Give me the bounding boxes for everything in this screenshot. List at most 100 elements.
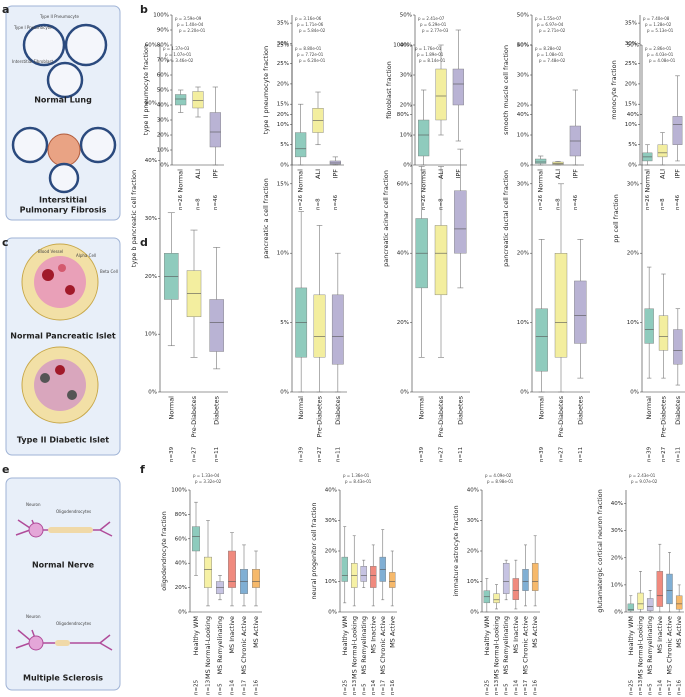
n-label: n=8 <box>316 198 322 210</box>
y-tick-label: 10% <box>277 122 289 128</box>
y-tick-label: 0% <box>178 610 187 616</box>
nerve-drawing <box>15 519 113 651</box>
x-tick-label: IPF <box>674 169 682 179</box>
x-tick-label: Diabetes <box>674 395 682 424</box>
y-tick-label: 60% <box>157 73 169 79</box>
y-tick-label: 15% <box>277 102 289 108</box>
x-tick-label: IPF <box>454 169 462 179</box>
p-value: p = 2.71e-02 <box>539 28 566 33</box>
y-tick-label: 20% <box>145 274 157 280</box>
y-tick-label: 20% <box>467 549 479 555</box>
y-tick-label: 80% <box>397 112 409 118</box>
panel-letter: c <box>2 236 9 249</box>
y-tick-label: 20% <box>157 133 169 139</box>
box <box>554 252 568 358</box>
panel-letter: d <box>140 236 148 249</box>
p-value: p = 1.08e-01 <box>537 52 564 57</box>
n-label: n=11 <box>675 447 681 462</box>
x-tick-label: MS Remyelinating <box>646 616 654 675</box>
p-value: p = 3.32e-02 <box>195 479 222 484</box>
y-tick-label: 10% <box>145 332 157 338</box>
box <box>535 158 547 164</box>
box <box>531 563 539 591</box>
y-axis-label: neural progenitor cell fraction <box>310 503 318 600</box>
box <box>209 299 224 352</box>
p-value: p = 8.14e-01 <box>419 58 446 63</box>
y-tick-label: 40% <box>175 561 187 567</box>
n-label: n=39 <box>169 446 175 462</box>
x-tick-label: MS Normal-Looking <box>350 616 358 679</box>
x-tick-label: Normal <box>644 169 652 193</box>
p-value: p = 8.98e-01 <box>487 479 514 484</box>
y-axis-label: pp cell fraction <box>612 194 620 243</box>
n-label: n=27 <box>192 446 198 462</box>
n-label: n=13 <box>352 679 358 695</box>
y-tick-label: 90% <box>157 28 169 34</box>
y-tick-label: 10% <box>467 579 479 585</box>
n-label: n=25 <box>628 679 634 695</box>
box <box>452 68 464 106</box>
y-tick-label: 80% <box>157 43 169 49</box>
n-label: n=14 <box>371 679 377 695</box>
illustration-label: Type II Pneumocyte <box>39 14 79 19</box>
p-value: p = 2.41e-07 <box>418 16 445 21</box>
p-value: p = 1.89e-01 <box>417 52 444 57</box>
x-tick-label: Diabetes <box>334 395 342 424</box>
y-tick-label: 20% <box>277 81 289 87</box>
y-tick-label: 40% <box>145 158 157 164</box>
p-value: p = 8.43e-01 <box>345 479 372 484</box>
y-tick-label: 30% <box>157 118 169 124</box>
box <box>657 144 668 158</box>
illustration-label: Neuron <box>26 614 41 619</box>
box <box>370 566 377 588</box>
y-tick-label: 20% <box>175 585 187 591</box>
islet-drawing <box>21 243 99 424</box>
illustration-label: Alpha Cell <box>76 253 96 258</box>
y-axis-label: pancreatic a cell fraction <box>262 178 270 259</box>
n-label: n=26 <box>298 194 304 210</box>
y-tick-label: 40% <box>157 103 169 109</box>
y-tick-label: 30% <box>467 518 479 524</box>
n-label: n=5 <box>504 683 510 695</box>
n-label: n=46 <box>573 194 579 210</box>
y-tick-label: 40% <box>467 488 479 494</box>
p-value: p = 2.86e-01 <box>645 46 672 51</box>
n-label: n=11 <box>458 447 464 462</box>
illustration-label: Oligodendrocytes <box>56 621 91 626</box>
n-label: n=8 <box>196 198 202 210</box>
y-tick-label: 10% <box>157 148 169 154</box>
y-tick-label: 10% <box>611 582 623 588</box>
x-tick-label: Normal <box>537 169 545 193</box>
p-value: p = 1.36e-01 <box>343 473 370 478</box>
box <box>574 280 587 344</box>
x-tick-label: MS Chronic Active <box>379 616 387 675</box>
y-tick-label: 10% <box>517 320 529 326</box>
n-label: n=26 <box>421 194 427 210</box>
p-value: p = 1.55e-07 <box>535 16 562 21</box>
y-tick-label: 100% <box>153 13 169 19</box>
y-tick-label: 35% <box>625 21 637 27</box>
illustration-label: Blood Vessel <box>38 249 63 254</box>
n-label: n=39 <box>419 446 425 462</box>
illustration-label: Type I Pneumocyte <box>13 25 52 30</box>
y-tick-label: 10% <box>517 133 529 139</box>
x-tick-label: MS Inactive <box>369 616 377 654</box>
x-tick-label: MS Active <box>252 616 260 648</box>
lung-drawing <box>11 23 117 194</box>
n-label: n=25 <box>194 679 200 695</box>
n-label: n=46 <box>333 194 339 210</box>
y-tick-label: 20% <box>611 555 623 561</box>
y-tick-label: 30% <box>277 41 289 47</box>
box <box>666 573 673 605</box>
myelin <box>48 527 93 533</box>
illustration-label: Beta Cell <box>100 269 118 274</box>
y-axis-label: immature astrocyte fraction <box>452 505 460 596</box>
x-tick-label: ALI <box>659 169 667 179</box>
x-tick-label: MS Chronic Active <box>666 616 674 675</box>
box <box>204 556 212 588</box>
x-tick-label: MS Normal-Looking <box>493 616 501 679</box>
y-tick-label: 0% <box>520 390 529 396</box>
box <box>331 294 344 365</box>
n-label: n=11 <box>578 447 584 462</box>
box <box>672 116 683 145</box>
